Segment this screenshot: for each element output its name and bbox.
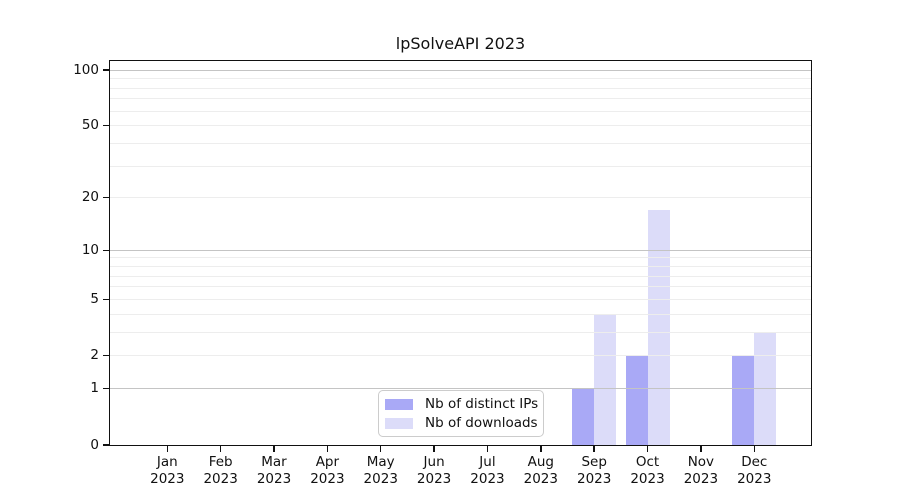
bar-oct-distinct-ips [625,355,648,445]
legend-swatch-downloads [385,417,413,429]
legend: Nb of distinct IPs Nb of downloads [378,390,544,437]
gridline-minor [110,78,811,80]
bar-sep-distinct-ips [572,388,595,445]
legend-label-downloads: Nb of downloads [425,415,538,431]
x-tick-label-may: May 2023 [351,454,411,488]
x-tick [486,446,489,452]
gridline-minor [110,355,811,357]
x-tick [326,446,329,452]
x-tick-label-year: 2023 [203,471,238,487]
bar-sep-downloads [594,314,617,445]
legend-item-downloads: Nb of downloads [385,415,538,431]
gridline-minor [110,98,811,100]
x-tick-label-year: 2023 [470,471,505,487]
x-tick-label-year: 2023 [256,471,292,487]
x-tick [700,446,702,452]
y-tick [103,124,110,127]
gridline-minor [110,266,811,268]
x-tick-label-year: 2023 [150,471,185,487]
y-tick [103,355,110,357]
y-tick [103,249,110,251]
y-tick [103,444,110,446]
x-tick-label-apr: Apr 2023 [297,454,357,488]
x-tick-label-aug: Aug 2023 [511,454,571,488]
x-tick-label-year: 2023 [576,471,612,487]
x-tick-label-year: 2023 [737,471,772,487]
legend-item-distinct-ips: Nb of distinct IPs [385,396,539,412]
gridline-minor [110,275,811,277]
gridline-minor [110,165,811,167]
gridline-major [110,388,811,390]
y-tick [103,387,110,390]
x-tick-label-year: 2023 [310,471,345,487]
gridline-minor [110,331,811,333]
gridline-minor [110,313,811,315]
x-tick [540,446,542,452]
y-tick-label: 20 [81,189,99,206]
x-tick-label-month: Nov [687,454,715,470]
x-tick-label-mar: Mar 2023 [244,454,304,488]
x-tick-label-oct: Oct 2023 [618,454,678,488]
chart-title: lpSolveAPI 2023 [395,34,526,53]
legend-swatch-distinct-ips [385,398,413,410]
x-tick-label-month: May [366,454,395,470]
x-tick-label-sep: Sep 2023 [564,454,624,488]
x-tick-label-nov: Nov 2023 [671,454,731,488]
gridline-minor [110,87,811,89]
x-tick-label-month: Dec [741,454,768,470]
y-tick-label: 1 [90,380,99,397]
x-tick-label-year: 2023 [630,471,665,487]
y-tick [103,196,110,199]
x-tick-label-dec: Dec 2023 [724,454,784,488]
x-tick [753,446,755,452]
y-tick [103,298,110,301]
x-tick [433,446,435,452]
x-tick-label-month: Aug [527,454,554,470]
gridline-minor [110,110,811,112]
x-tick-label-month: Oct [635,454,660,470]
gridline-major [110,69,811,71]
gridline-major [110,249,811,251]
x-tick [273,446,275,452]
x-tick [593,446,595,452]
x-tick-label-month: Sep [581,454,607,470]
x-tick-label-year: 2023 [683,471,719,487]
x-tick-label-month: Mar [261,454,287,470]
bar-oct-downloads [647,210,670,445]
x-tick-label-month: Feb [208,454,233,470]
x-tick-label-month: Jul [479,454,496,470]
x-tick-label-feb: Feb 2023 [191,454,251,488]
y-tick-label: 2 [90,347,99,364]
x-tick-label-year: 2023 [363,471,398,487]
x-tick-label-jun: Jun 2023 [404,454,464,488]
y-tick-label: 100 [73,61,99,78]
x-tick [646,446,649,452]
gridline-minor [110,286,811,288]
legend-label-distinct-ips: Nb of distinct IPs [425,396,539,412]
x-tick-label-jan: Jan 2023 [137,454,197,488]
x-tick-label-year: 2023 [416,471,452,487]
y-tick-label: 5 [90,290,99,307]
x-tick [166,446,168,452]
plot-area [110,61,811,445]
gridline-minor [110,125,811,127]
x-tick-label-month: Jun [423,454,445,470]
bar-dec-distinct-ips [732,355,755,445]
y-tick-label: 10 [81,241,99,258]
x-tick-label-month: Apr [315,454,340,470]
y-tick-label: 50 [81,117,99,134]
y-tick-label: 0 [90,436,99,453]
x-tick [219,446,222,452]
y-tick [103,69,110,71]
x-tick-label-jul: Jul 2023 [457,454,517,488]
gridline-minor [110,257,811,259]
gridline-minor [110,298,811,300]
x-tick-label-month: Jan [156,454,178,470]
x-tick [380,446,382,452]
x-tick-label-year: 2023 [523,471,558,487]
gridline-minor [110,142,811,144]
gridline-minor [110,197,811,199]
